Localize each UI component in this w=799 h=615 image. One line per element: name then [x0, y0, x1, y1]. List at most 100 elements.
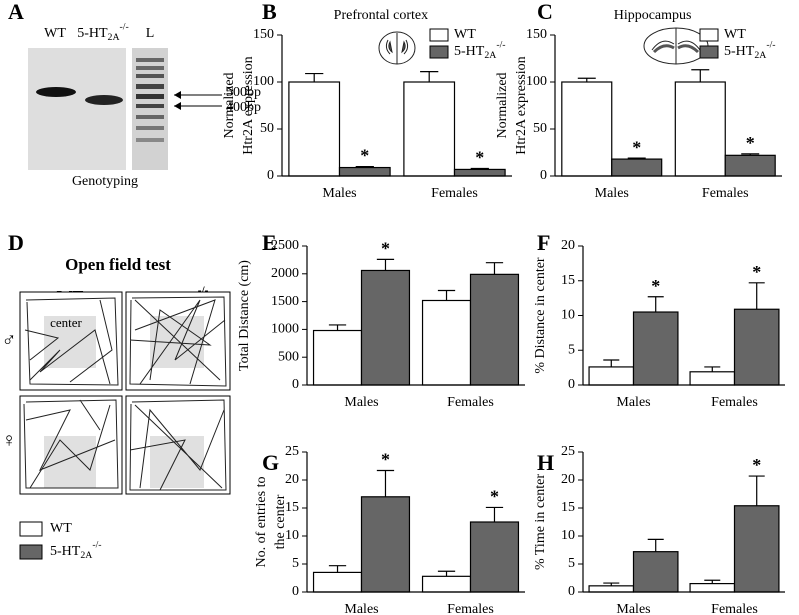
error-bar	[485, 262, 504, 275]
error-bar	[376, 258, 395, 271]
y-tick-label: 25	[285, 444, 299, 459]
bar	[469, 273, 520, 386]
significance-mark: *	[632, 137, 641, 157]
panel-letter: E	[262, 230, 277, 255]
brain-icon	[378, 27, 709, 65]
y-tick-label: 25	[561, 444, 575, 459]
panel-letter: C	[537, 0, 553, 24]
y-tick-label: 5	[568, 556, 575, 571]
y-tick-label: 0	[568, 584, 575, 599]
bar	[338, 166, 391, 177]
error-bar	[741, 153, 760, 156]
y-axis-label: Htr2A expression	[241, 56, 256, 154]
panel-title: Hippocampus	[614, 8, 692, 23]
significance-mark: *	[475, 148, 484, 168]
x-tick-label: Females	[711, 395, 758, 410]
y-tick-label: 50	[533, 121, 547, 136]
y-tick-label: 1000	[271, 322, 299, 337]
y-axis-label: % Distance in center	[533, 257, 548, 374]
significance-mark: *	[360, 146, 369, 166]
bar	[360, 496, 411, 593]
y-tick-label: 0	[267, 168, 274, 183]
legend-label: WT	[50, 521, 72, 536]
error-bar	[376, 469, 395, 497]
bar	[469, 521, 520, 593]
y-axis-label: Total Distance (cm)	[237, 260, 252, 371]
open-field-arenas	[19, 291, 231, 495]
lane-label: WT	[44, 26, 66, 41]
significance-mark: *	[752, 455, 761, 475]
y-tick-label: 0	[540, 168, 547, 183]
y-tick-label: 20	[285, 472, 299, 487]
y-tick-label: 0	[568, 377, 575, 392]
x-tick-label: Males	[344, 602, 378, 615]
y-axis-label: Normalized	[495, 72, 510, 138]
lane-label: L	[146, 26, 155, 41]
bar	[724, 154, 776, 177]
legend-swatch	[19, 544, 43, 560]
error-bar	[704, 366, 721, 372]
y-axis-label: No. of entries to	[254, 477, 269, 568]
error-bar	[748, 475, 765, 506]
bar	[632, 551, 679, 593]
y-tick-label: 5	[292, 556, 299, 571]
bar	[561, 81, 613, 177]
x-tick-label: Females	[447, 602, 494, 615]
bar	[453, 168, 506, 177]
y-tick-label: 20	[561, 472, 575, 487]
bar	[611, 158, 663, 177]
y-tick-label: 100	[253, 74, 274, 89]
bar	[733, 505, 780, 593]
row-label: ♀	[2, 430, 17, 452]
error-bar	[437, 289, 456, 301]
y-axis-label: % Time in center	[533, 474, 548, 570]
significance-mark: *	[651, 276, 660, 296]
y-axis-label: Htr2A expression	[514, 56, 529, 154]
x-tick-label: Males	[322, 186, 356, 201]
y-tick-label: 100	[526, 74, 547, 89]
y-tick-label: 15	[561, 500, 575, 515]
x-tick-label: Females	[447, 395, 494, 410]
caption: Genotyping	[72, 174, 138, 189]
y-axis-label: Normalized	[222, 72, 237, 138]
bar	[312, 329, 363, 386]
error-bar	[437, 570, 456, 577]
bar	[288, 81, 341, 177]
bar	[588, 585, 635, 593]
error-bar	[647, 296, 664, 313]
marker-label: 500bp	[226, 85, 261, 100]
y-tick-label: 500	[278, 349, 299, 364]
error-bar	[485, 506, 504, 522]
bar	[733, 308, 780, 386]
error-bar	[420, 71, 439, 82]
y-tick-label: 15	[285, 500, 299, 515]
x-tick-label: Females	[711, 602, 758, 615]
bar	[674, 81, 726, 177]
error-bar	[305, 72, 324, 82]
error-bar	[577, 77, 596, 82]
panel-title: Prefrontal cortex	[334, 8, 428, 23]
y-tick-label: 10	[561, 528, 575, 543]
y-tick-label: 20	[561, 238, 575, 253]
row-label: ♂	[2, 330, 17, 352]
y-tick-label: 0	[292, 377, 299, 392]
legend-swatch	[429, 28, 449, 42]
significance-mark: *	[381, 238, 390, 258]
lane-label: 5-HT2A-/-	[77, 22, 129, 44]
legend-swatch	[19, 521, 43, 537]
panel-letter: F	[537, 230, 550, 255]
panel-letter: A	[8, 0, 24, 24]
legend-swatch	[699, 28, 719, 42]
significance-mark: *	[746, 133, 755, 153]
error-bar	[748, 282, 765, 310]
y-tick-label: 150	[253, 27, 274, 42]
error-bar	[603, 582, 620, 586]
panel-letter: D	[8, 230, 24, 255]
significance-mark: *	[752, 262, 761, 282]
y-tick-label: 10	[285, 528, 299, 543]
y-tick-label: 2000	[271, 266, 299, 281]
bar	[588, 366, 635, 386]
y-tick-label: 150	[526, 27, 547, 42]
bar	[403, 81, 456, 177]
